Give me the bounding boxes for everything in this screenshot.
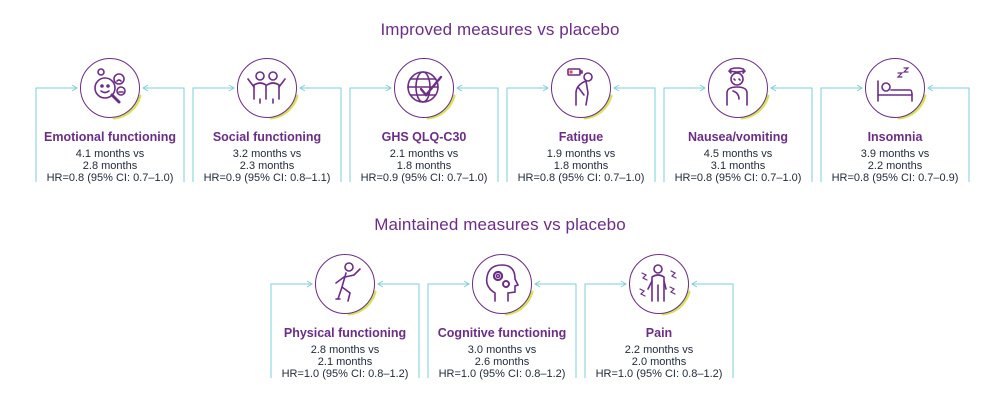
card-hazard-ratio: HR=0.8 (95% CI: 0.7–1.0) <box>517 172 645 184</box>
card-ghs-qlq-c30: GHS QLQ-C30 2.1 months vs 1.8 months HR=… <box>349 58 499 184</box>
card-nausea-vomiting: Nausea/vomiting 4.5 months vs 3.1 months… <box>663 58 813 184</box>
card-pain: Pain 2.2 months vs 2.0 months HR=1.0 (95… <box>584 254 734 380</box>
head-gears-icon <box>472 254 532 314</box>
card-hazard-ratio: HR=0.8 (95% CI: 0.7–1.0) <box>46 172 174 184</box>
card-title: Cognitive functioning <box>437 326 567 340</box>
card-title: Emotional functioning <box>44 130 176 144</box>
card-value-line: 1.9 months vs <box>546 148 616 160</box>
card-frame <box>192 84 342 182</box>
card-value-line: 2.0 months <box>631 356 687 368</box>
card-title: Nausea/vomiting <box>687 130 789 144</box>
card-value-line: 2.8 months vs <box>310 344 380 356</box>
card-value-line: 2.2 months <box>867 160 923 172</box>
card-title: Social functioning <box>212 130 322 144</box>
card-value-line: 2.3 months <box>239 160 295 172</box>
card-value-line: 4.5 months vs <box>703 148 773 160</box>
card-hazard-ratio: HR=0.9 (95% CI: 0.8–1.1) <box>203 172 331 184</box>
card-hazard-ratio: HR=0.9 (95% CI: 0.7–1.0) <box>360 172 488 184</box>
people-group-icon <box>237 58 297 118</box>
card-title: Fatigue <box>558 130 604 144</box>
card-title: Physical functioning <box>283 326 407 340</box>
card-value-line: 3.0 months vs <box>467 344 537 356</box>
card-insomnia: Insomnia 3.9 months vs 2.2 months HR=0.8… <box>820 58 970 184</box>
card-value-line: 3.2 months vs <box>232 148 302 160</box>
tired-person-battery-icon <box>551 58 611 118</box>
card-hazard-ratio: HR=1.0 (95% CI: 0.8–1.2) <box>281 368 409 380</box>
bed-sleep-icon <box>865 58 925 118</box>
card-title: GHS QLQ-C30 <box>381 130 467 144</box>
person-in-pain-icon <box>629 254 689 314</box>
card-value-line: 2.1 months vs <box>389 148 459 160</box>
card-title: Pain <box>645 326 673 340</box>
card-frame <box>506 84 656 182</box>
card-value-line: 4.1 months vs <box>75 148 145 160</box>
card-physical-functioning: Physical functioning 2.8 months vs 2.1 m… <box>270 254 420 380</box>
nauseous-person-icon <box>708 58 768 118</box>
card-value-line: 1.8 months <box>396 160 452 172</box>
card-frame <box>820 84 970 182</box>
card-frame <box>270 280 420 378</box>
card-hazard-ratio: HR=1.0 (95% CI: 0.8–1.2) <box>438 368 566 380</box>
card-social-functioning: Social functioning 3.2 months vs 2.3 mon… <box>192 58 342 184</box>
card-value-line: 3.1 months <box>710 160 766 172</box>
card-frame <box>349 84 499 182</box>
card-value-line: 1.8 months <box>553 160 609 172</box>
card-frame <box>35 84 185 182</box>
card-fatigue: Fatigue 1.9 months vs 1.8 months HR=0.8 … <box>506 58 656 184</box>
card-hazard-ratio: HR=0.8 (95% CI: 0.7–0.9) <box>831 172 959 184</box>
card-value-line: 3.9 months vs <box>860 148 930 160</box>
maintained-section-title: Maintained measures vs placebo <box>374 215 626 234</box>
card-hazard-ratio: HR=1.0 (95% CI: 0.8–1.2) <box>595 368 723 380</box>
card-title: Insomnia <box>867 130 923 144</box>
improved-section-title: Improved measures vs placebo <box>380 20 620 39</box>
card-frame <box>584 280 734 378</box>
card-hazard-ratio: HR=0.8 (95% CI: 0.7–1.0) <box>674 172 802 184</box>
card-frame <box>663 84 813 182</box>
card-value-line: 2.2 months vs <box>624 344 694 356</box>
card-emotional-functioning: Emotional functioning 4.1 months vs 2.8 … <box>35 58 185 184</box>
card-value-line: 2.1 months <box>317 356 373 368</box>
card-value-line: 2.8 months <box>82 160 138 172</box>
card-frame <box>427 280 577 378</box>
card-cognitive-functioning: Cognitive functioning 3.0 months vs 2.6 … <box>427 254 577 380</box>
running-person-icon <box>315 254 375 314</box>
card-value-line: 2.6 months <box>474 356 530 368</box>
globe-check-icon <box>394 58 454 118</box>
emotions-magnifier-icon <box>80 58 140 118</box>
